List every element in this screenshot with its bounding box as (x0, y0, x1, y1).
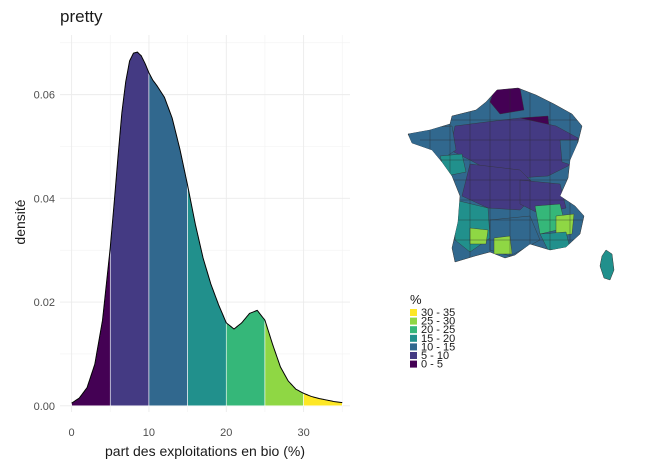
density-bin (109, 51, 150, 407)
y-axis-ticks: 0.00 0.02 0.04 0.06 (34, 90, 55, 413)
density-bin (264, 320, 304, 407)
y-tick-label: 0.02 (34, 297, 55, 309)
density-bin (148, 72, 188, 407)
corsica (599, 249, 615, 281)
map-region-centre-north (449, 117, 579, 179)
legend-swatch (410, 317, 417, 325)
x-tick-label: 0 (69, 427, 75, 439)
legend-label: 10 - 15 (421, 341, 455, 353)
map-region-herault (493, 235, 513, 255)
legend-label: 25 - 30 (421, 316, 455, 328)
x-axis-title: part des exploitations en bio (%) (105, 443, 305, 459)
legend-label: 15 - 20 (421, 333, 455, 345)
x-axis-ticks: 0 10 20 30 (69, 427, 310, 439)
legend-swatch (410, 334, 417, 342)
legend-label: 0 - 5 (421, 359, 443, 371)
y-tick-label: 0.06 (34, 90, 55, 102)
x-tick-label: 20 (220, 427, 232, 439)
y-tick-label: 0.00 (34, 401, 55, 413)
density-bin (225, 309, 266, 407)
legend-title: % (410, 292, 422, 307)
legend-swatch (410, 309, 417, 316)
x-tick-label: 30 (297, 427, 309, 439)
legend-swatch (410, 343, 417, 351)
density-bin (71, 247, 111, 407)
density-panel: 0 10 20 30 0.00 0.02 0.04 0.06 part des exploi… (12, 35, 350, 459)
map-region-vaucluse (555, 213, 575, 237)
map-region-alsace (559, 139, 579, 167)
y-tick-label: 0.04 (34, 193, 55, 205)
y-axis-title: densité (12, 199, 28, 244)
density-bin (187, 185, 227, 407)
legend-label: 5 - 10 (421, 350, 449, 362)
legend-swatch (410, 326, 417, 334)
legend-label: 20 - 25 (421, 324, 455, 336)
france-map (407, 87, 615, 281)
density-bins (71, 51, 343, 407)
map-boundaries (420, 88, 584, 262)
x-tick-label: 10 (143, 427, 155, 439)
legend-label: 30 - 35 (421, 307, 455, 319)
chart-title: pretty (60, 7, 103, 26)
map-region-nord (489, 88, 525, 115)
legend-swatch (410, 360, 417, 368)
legend-swatch (410, 352, 417, 359)
map-region-gironde (469, 227, 489, 245)
density-curve (71, 51, 343, 404)
